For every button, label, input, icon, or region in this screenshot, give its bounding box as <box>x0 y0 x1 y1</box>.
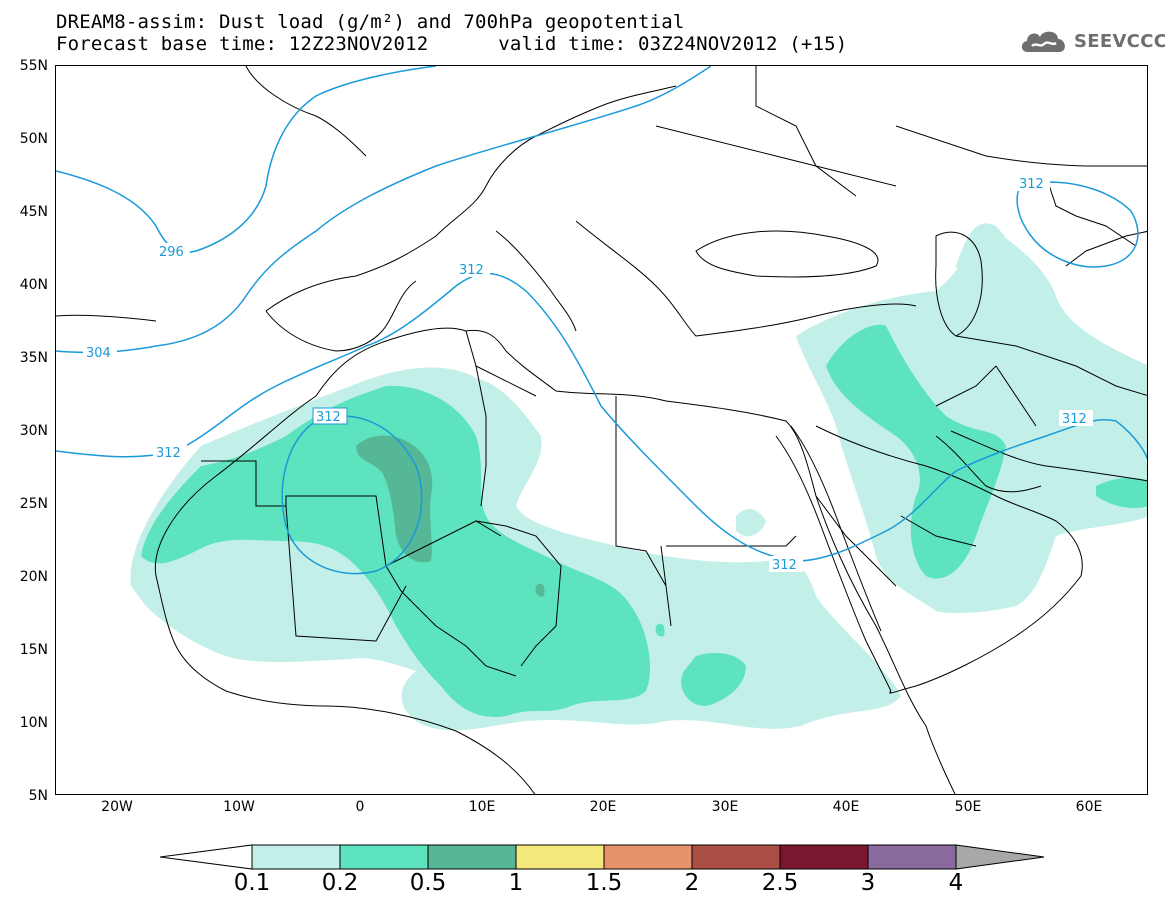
lat-label: 35N <box>19 350 48 366</box>
colorbar-swatch <box>339 844 429 870</box>
lon-label: 60E <box>1075 799 1103 815</box>
lon-label: 20E <box>589 799 617 815</box>
colorbar <box>160 844 1045 870</box>
seevccc-logo: SEEVCCC <box>1018 24 1165 58</box>
lat-label: 40N <box>19 277 48 293</box>
lat-label: 20N <box>19 569 48 585</box>
lat-label: 30N <box>19 423 48 439</box>
map-svg: 296 304 312 312 312 312 312 312 <box>56 66 1147 794</box>
cloud-icon <box>1021 31 1065 52</box>
lat-label: 10N <box>19 715 48 731</box>
contour-label: 312 <box>1019 177 1044 192</box>
contour-304 <box>56 66 712 354</box>
contour-296 <box>56 66 437 253</box>
colorbar-swatch <box>867 844 957 870</box>
dust-field-high <box>356 435 545 597</box>
lon-label: 20W <box>101 799 133 815</box>
contour-312-main <box>56 272 1147 562</box>
lon-label: 10W <box>223 799 255 815</box>
colorbar-label: 0.2 <box>321 870 359 896</box>
map-title: DREAM8-assim: Dust load (g/m²) and 700hP… <box>56 11 685 33</box>
colorbar-arrow-left <box>160 844 253 870</box>
contour-312-loop-west <box>281 415 423 575</box>
lat-label: 5N <box>28 788 48 804</box>
colorbar-label: 4 <box>948 870 964 896</box>
lon-label: 50E <box>954 799 982 815</box>
logo-text: SEEVCCC <box>1074 30 1165 52</box>
dust-field-medium <box>141 324 1147 717</box>
contour-312-loop-east <box>1016 181 1139 268</box>
colorbar-swatch <box>251 844 341 870</box>
lon-label: 30E <box>711 799 739 815</box>
colorbar-swatch <box>515 844 605 870</box>
lat-label: 45N <box>19 204 48 220</box>
contour-label: 312 <box>1062 412 1087 427</box>
colorbar-label: 0.1 <box>233 870 271 896</box>
colorbar-label: 2 <box>684 870 700 896</box>
colorbar-label: 3 <box>860 870 876 896</box>
lon-label: 0 <box>355 799 365 815</box>
contour-label: 296 <box>159 245 184 260</box>
lon-label: 40E <box>832 799 860 815</box>
colorbar-swatch <box>779 844 869 870</box>
colorbar-swatch <box>603 844 693 870</box>
contour-label: 312 <box>156 446 181 461</box>
lat-label: 15N <box>19 642 48 658</box>
coastlines-borders <box>56 66 1147 794</box>
colorbar-swatch <box>691 844 781 870</box>
dust-map: 296 304 312 312 312 312 312 312 <box>55 65 1148 795</box>
lon-label: 10E <box>468 799 496 815</box>
colorbar-swatch <box>427 844 517 870</box>
map-subtitle-times: Forecast base time: 12Z23NOV2012 valid t… <box>56 33 848 55</box>
colorbar-label: 2.5 <box>761 870 799 896</box>
colorbar-arrow-right <box>955 844 1045 870</box>
contour-labels: 296 304 312 312 312 312 312 312 <box>83 175 1093 573</box>
contour-label: 304 <box>86 346 111 361</box>
geopotential-contours <box>56 66 1147 575</box>
contour-label: 312 <box>459 263 484 278</box>
contour-label: 312 <box>316 410 341 425</box>
lat-label: 55N <box>19 58 48 74</box>
lat-label: 50N <box>19 131 48 147</box>
colorbar-label: 0.5 <box>409 870 447 896</box>
colorbar-label: 1.5 <box>585 870 623 896</box>
lat-label: 25N <box>19 496 48 512</box>
colorbar-label: 1 <box>508 870 524 896</box>
contour-label: 312 <box>772 558 797 573</box>
